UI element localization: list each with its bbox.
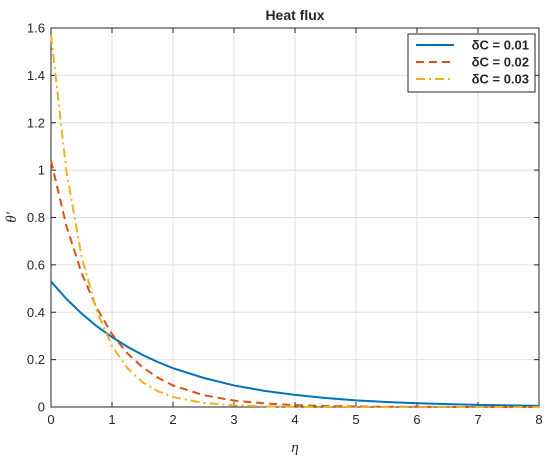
x-tick-label: 5 — [352, 412, 359, 427]
series-line-2 — [50, 160, 539, 408]
x-axis-ticks: 0 1 2 3 4 5 6 7 8 — [47, 28, 543, 427]
series-line-3 — [50, 34, 539, 408]
y-tick-label: 0.4 — [27, 305, 45, 320]
y-tick-label: 0.8 — [27, 210, 45, 225]
x-tick-label: 6 — [413, 412, 420, 427]
y-tick-label: 0.6 — [27, 257, 45, 272]
data-series — [50, 34, 540, 408]
legend: δC = 0.01 δC = 0.02 δC = 0.03 — [407, 33, 536, 93]
x-tick-label: 2 — [169, 412, 176, 427]
x-tick-label: 8 — [535, 412, 542, 427]
y-tick-label: 1 — [38, 163, 45, 178]
chart-title: Heat flux — [265, 7, 324, 23]
legend-label: δC = 0.02 — [472, 55, 529, 70]
x-tick-label: 0 — [47, 412, 54, 427]
x-tick-label: 3 — [230, 412, 237, 427]
y-tick-label: 1.2 — [27, 115, 45, 130]
y-tick-label: 1.4 — [27, 68, 45, 83]
series-line-1 — [50, 280, 540, 407]
y-axis-label: θ' — [4, 211, 20, 222]
legend-label: δC = 0.01 — [472, 38, 529, 53]
y-axis-ticks: 0 0.2 0.4 0.6 0.8 1 1.2 1.4 1.6 — [27, 21, 539, 415]
y-tick-label: 0 — [38, 400, 45, 415]
x-tick-label: 7 — [474, 412, 481, 427]
y-tick-label: 1.6 — [27, 21, 45, 36]
y-tick-label: 0.2 — [27, 352, 45, 367]
legend-label: δC = 0.03 — [472, 72, 529, 87]
x-axis-label: η — [291, 440, 298, 456]
x-tick-label: 4 — [291, 412, 298, 427]
x-tick-label: 1 — [108, 412, 115, 427]
